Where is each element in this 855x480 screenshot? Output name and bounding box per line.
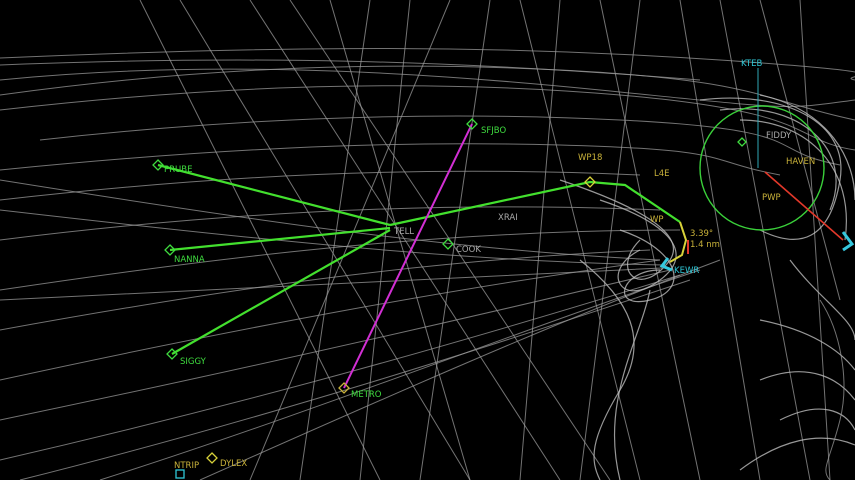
kewr-label: KEWR bbox=[674, 266, 699, 276]
prube-label: PRUBE bbox=[164, 165, 192, 175]
nanna-label: NANNA bbox=[174, 255, 205, 265]
red-leg-line bbox=[764, 171, 844, 241]
green-routes bbox=[157, 163, 681, 355]
sfjbo-label: SFJBO bbox=[481, 126, 506, 136]
metro-label: METRO bbox=[351, 390, 382, 400]
wp18-label: WP18 bbox=[578, 153, 602, 163]
haven-label: HAVEN bbox=[786, 157, 815, 167]
tell-label: TELL bbox=[393, 227, 414, 237]
heading-readout: 3.39° bbox=[690, 229, 713, 239]
siggy-label: SIGGY bbox=[180, 357, 207, 367]
airport-runway-icon bbox=[659, 231, 855, 272]
dylex-label: DYLEX bbox=[220, 459, 247, 469]
distance-readout: 1.4 nm bbox=[690, 240, 720, 250]
waypoint-diamond-icon bbox=[152, 118, 747, 479]
range-ring-icon bbox=[699, 105, 825, 231]
cook-label: COOK bbox=[456, 245, 481, 255]
l4e-label: L4E bbox=[654, 169, 670, 179]
ntrip-label: NTRIP bbox=[174, 461, 199, 471]
xrai-label: XRAI bbox=[498, 213, 518, 223]
magenta-route-line bbox=[343, 123, 473, 389]
pwp-label: PWP bbox=[762, 193, 781, 203]
final-approach-line bbox=[669, 221, 688, 263]
fiddy-label: FIDDY bbox=[766, 131, 792, 141]
ktee-label: KTEB bbox=[741, 59, 762, 69]
wp-small-label: WP bbox=[650, 215, 664, 225]
